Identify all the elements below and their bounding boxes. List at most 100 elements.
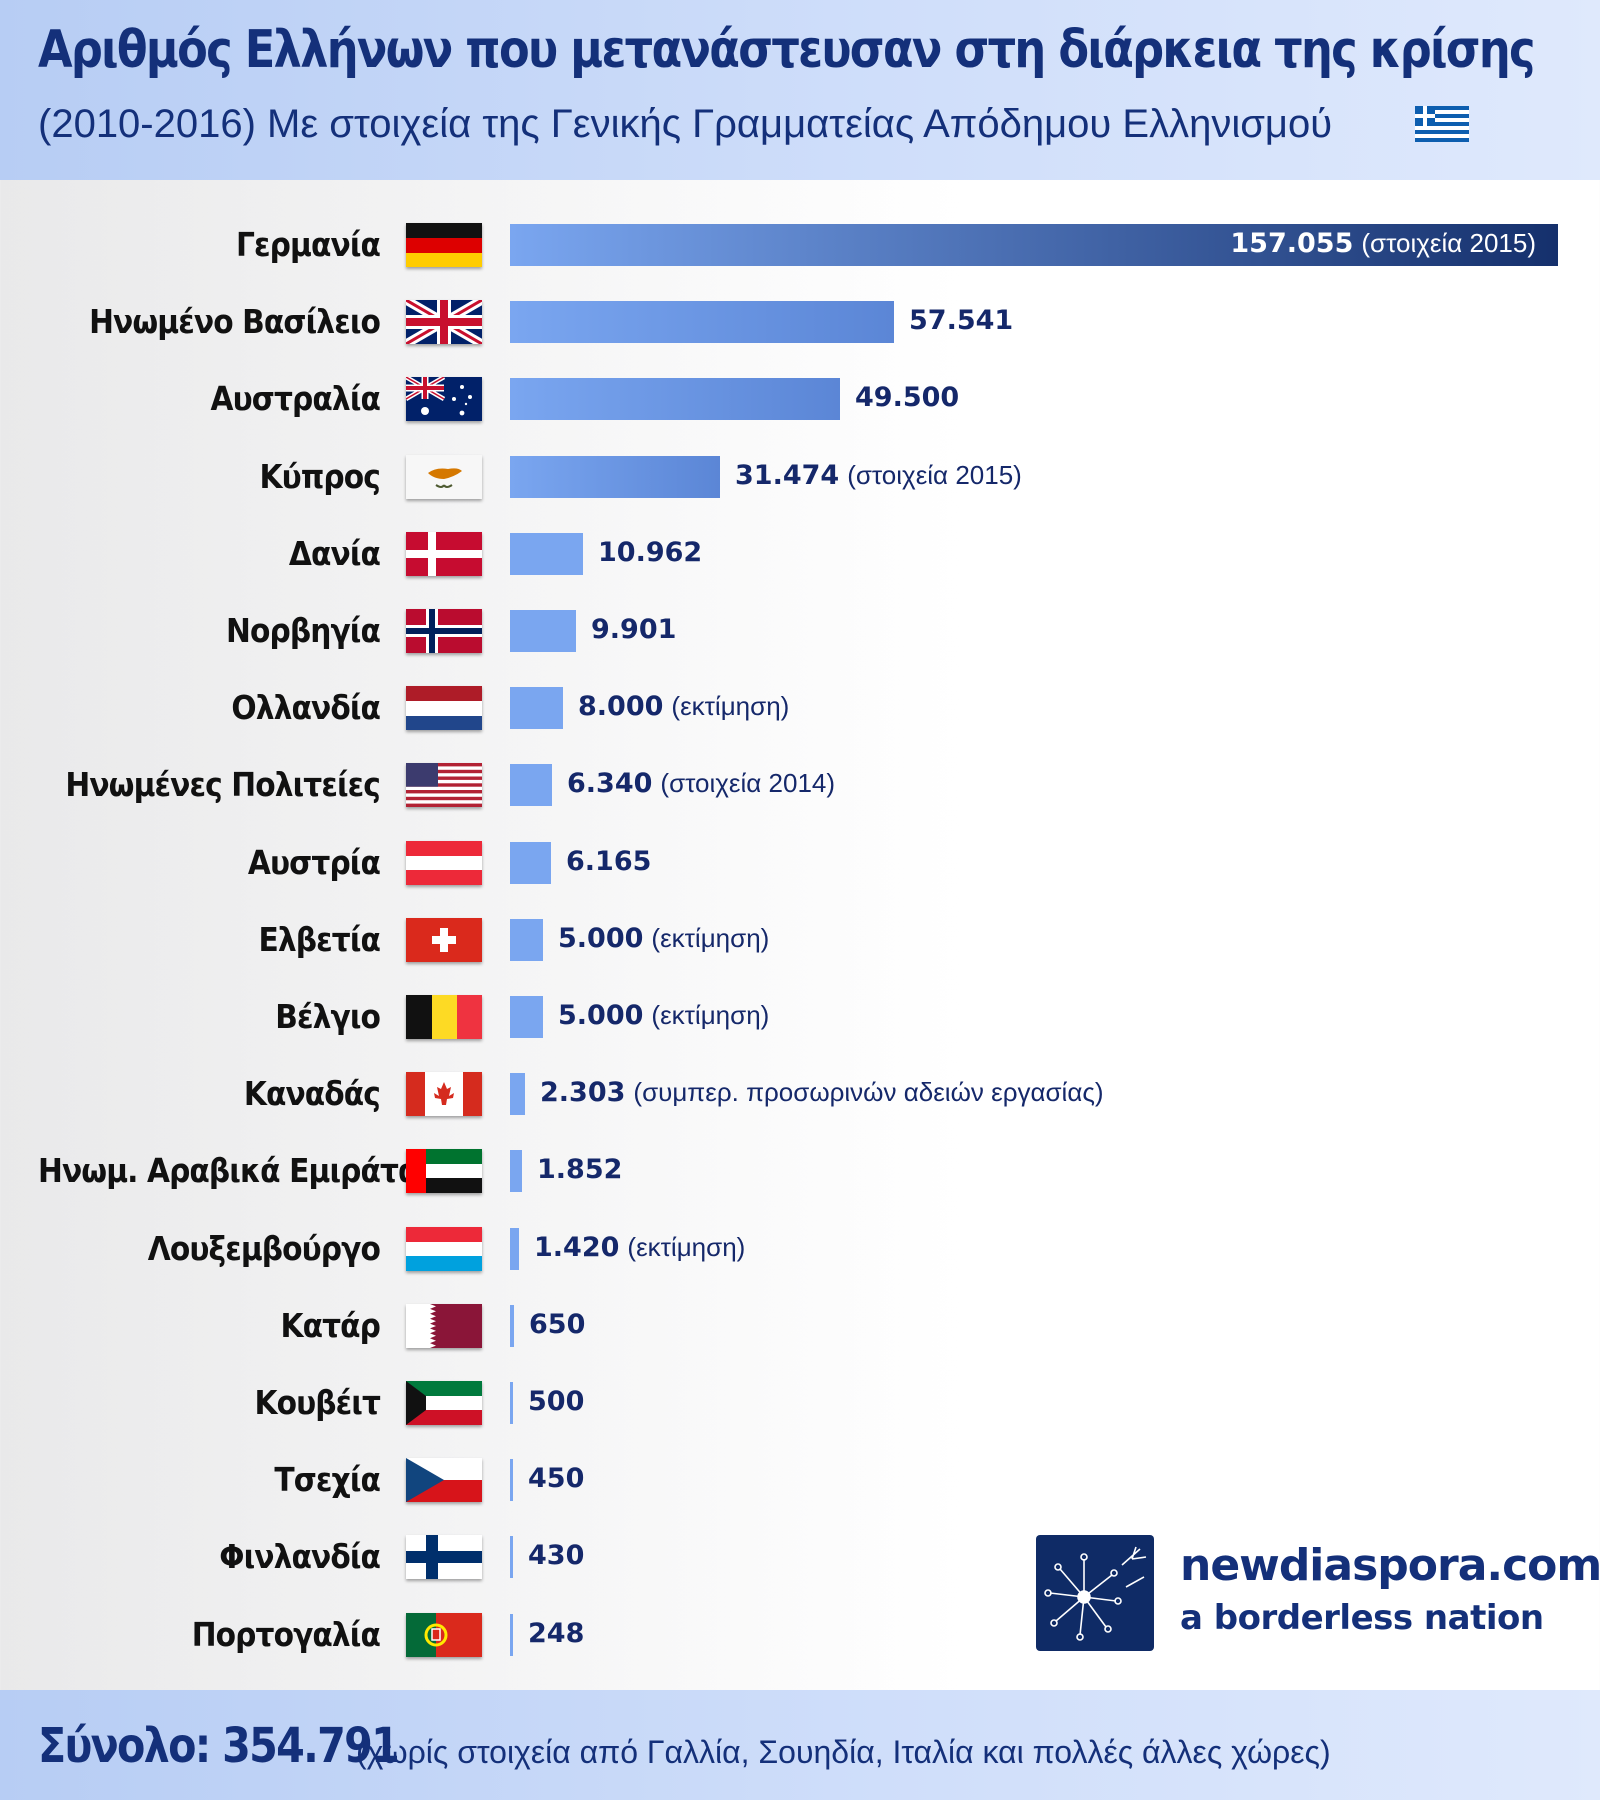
- kuwait-flag-icon: [406, 1381, 482, 1425]
- uae-flag-icon: [406, 1149, 482, 1194]
- value-number: 10.962: [598, 536, 703, 568]
- bar: [510, 764, 552, 807]
- value-note: (εκτίμηση): [671, 691, 790, 722]
- value-number: 5.000: [558, 922, 644, 954]
- footer-banner: Σύνολο: 354.791 (χωρίς στοιχεία από Γαλλ…: [0, 1690, 1600, 1800]
- value-number: 31.474: [735, 459, 840, 491]
- category-label: Βέλγιο: [275, 997, 381, 1036]
- data-label: 57.541: [909, 305, 1013, 336]
- bar: [510, 1227, 519, 1270]
- value-number: 57.541: [909, 305, 1014, 337]
- value-number: 6.165: [566, 845, 652, 877]
- category-label: Τσεχία: [274, 1460, 381, 1500]
- czech-flag-icon: [406, 1458, 482, 1503]
- category-label: Γερμανία: [236, 225, 381, 264]
- bar: [510, 378, 840, 421]
- site-name: newdiaspora.com: [1180, 1540, 1600, 1591]
- belgium-flag-icon: [406, 995, 482, 1039]
- bar: [510, 687, 563, 730]
- category-label: Αυστραλία: [210, 379, 381, 419]
- data-label: 500: [528, 1386, 584, 1417]
- header-banner: Αριθμός Ελλήνων που μετανάστευσαν στη δι…: [0, 0, 1600, 180]
- switzerland-flag-icon: [406, 917, 482, 962]
- value-number: 500: [528, 1386, 585, 1417]
- denmark-flag-icon: [406, 531, 482, 576]
- austria-flag-icon: [406, 840, 482, 885]
- value-note: (εκτίμηση): [627, 1231, 746, 1262]
- dandelion-logo-icon: [1036, 1535, 1154, 1651]
- bar: [510, 532, 583, 575]
- value-number: 2.303: [540, 1077, 626, 1109]
- uk-flag-icon: [406, 300, 482, 345]
- data-label: 430: [528, 1540, 584, 1571]
- category-label: Φινλανδία: [219, 1537, 381, 1577]
- data-label: 49.500: [855, 382, 959, 413]
- page-title: Αριθμός Ελλήνων που μετανάστευσαν στη δι…: [38, 20, 1536, 80]
- qatar-flag-icon: [406, 1303, 482, 1348]
- data-label: 6.340 (στοιχεία 2014): [567, 768, 835, 799]
- greece-flag-icon: [1410, 106, 1474, 147]
- category-label: Ηνωμένο Βασίλειο: [89, 302, 381, 342]
- data-label: 2.303 (συμπερ. προσωρινών αδειών εργασίας…: [540, 1077, 1104, 1108]
- category-label: Ελβετία: [258, 919, 380, 959]
- australia-flag-icon: [406, 377, 482, 422]
- category-label: Αυστρία: [247, 842, 381, 882]
- bar: [510, 455, 720, 498]
- value-number: 157.055: [1230, 228, 1354, 259]
- data-label: 8.000 (εκτίμηση): [578, 691, 789, 722]
- category-label: Ηνωμένες Πολιτείες: [65, 765, 381, 805]
- bar: [510, 841, 551, 884]
- data-label: 9.901: [591, 614, 676, 645]
- canada-flag-icon: [406, 1072, 482, 1117]
- data-label: 5.000 (εκτίμηση): [558, 923, 769, 954]
- bar: [510, 1150, 522, 1193]
- total-label: Σύνολο: 354.791: [38, 1718, 400, 1774]
- value-number: 5.000: [558, 1000, 644, 1031]
- bar: [510, 1382, 513, 1424]
- usa-flag-icon: [406, 763, 482, 808]
- bar: [510, 1613, 513, 1656]
- category-label: Καναδάς: [243, 1074, 381, 1114]
- value-number: 430: [528, 1540, 585, 1572]
- value-number: 49.500: [855, 382, 960, 414]
- bar: [510, 610, 576, 652]
- value-note: (συμπερ. προσωρινών αδειών εργασίας): [633, 1077, 1104, 1108]
- bar: [510, 301, 894, 344]
- data-label: 450: [528, 1463, 584, 1494]
- luxembourg-flag-icon: [406, 1226, 482, 1271]
- value-note: (εκτίμηση): [651, 922, 770, 953]
- category-label: Πορτογαλία: [191, 1614, 381, 1654]
- bar: [510, 224, 1558, 266]
- data-label: 650: [529, 1309, 585, 1340]
- category-label: Δανία: [288, 533, 381, 573]
- category-label: Λουξεμβούργο: [147, 1228, 381, 1268]
- netherlands-flag-icon: [406, 686, 482, 731]
- data-label: 1.420 (εκτίμηση): [534, 1232, 745, 1263]
- value-note: (στοιχεία 2015): [1361, 228, 1536, 258]
- bar: [510, 996, 543, 1038]
- data-label: 248: [528, 1618, 584, 1649]
- total-note: (χωρίς στοιχεία από Γαλλία, Σουηδία, Ιτα…: [356, 1734, 1331, 1770]
- category-label: Κουβέιτ: [254, 1383, 381, 1422]
- value-number: 450: [528, 1463, 585, 1495]
- bar: [510, 1459, 513, 1502]
- value-number: 9.901: [591, 614, 677, 645]
- site-tagline: a borderless nation: [1180, 1598, 1544, 1638]
- finland-flag-icon: [406, 1535, 482, 1580]
- value-note: (εκτίμηση): [651, 1000, 770, 1030]
- bar: [510, 1536, 513, 1579]
- category-label: Κατάρ: [280, 1305, 380, 1345]
- value-number: 1.420: [534, 1231, 620, 1263]
- bar: [510, 1304, 514, 1347]
- data-label: 1.852: [537, 1154, 622, 1185]
- value-number: 8.000: [578, 691, 664, 723]
- value-note: (στοιχεία 2015): [847, 459, 1022, 490]
- data-label: 5.000 (εκτίμηση): [558, 1000, 769, 1031]
- category-label: Ολλανδία: [231, 688, 381, 728]
- value-number: 650: [529, 1308, 586, 1340]
- data-label: 10.962: [598, 537, 702, 568]
- category-label: Νορβηγία: [226, 611, 381, 650]
- norway-flag-icon: [406, 609, 482, 653]
- page-subtitle: (2010-2016) Με στοιχεία της Γενικής Γραμ…: [38, 102, 1333, 146]
- category-label: Κύπρος: [259, 456, 381, 496]
